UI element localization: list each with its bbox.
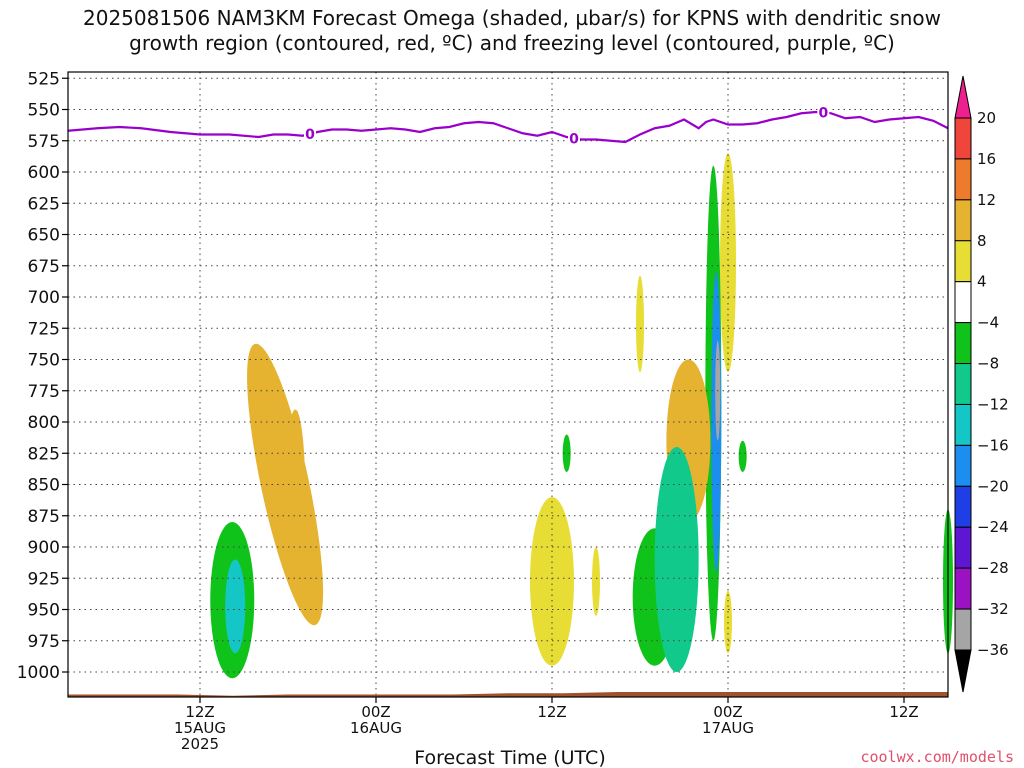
colorbar-bin xyxy=(954,240,972,283)
y-tick-label: 750 xyxy=(28,351,60,371)
plot-frame xyxy=(67,71,949,698)
omega-region-14 xyxy=(654,447,699,672)
contour-label-bg xyxy=(568,130,580,147)
gridlines xyxy=(68,72,948,697)
y-tick-label: 675 xyxy=(28,257,60,277)
colorbar-bin xyxy=(954,158,972,201)
colorbar-label: 16 xyxy=(977,150,996,168)
colorbar-bin xyxy=(954,117,972,160)
colorbar-bin xyxy=(954,199,972,242)
y-tick-label: 700 xyxy=(28,288,60,308)
colorbar-bin xyxy=(954,403,972,446)
freezing-level-line xyxy=(67,110,949,144)
freezing-level-label: 0 xyxy=(569,131,579,147)
colorbar-label: 12 xyxy=(977,191,996,209)
colorbar-label: −32 xyxy=(977,600,1009,618)
colorbar-label: −16 xyxy=(977,436,1009,454)
y-tick-label: 800 xyxy=(28,413,60,433)
colorbar-bin xyxy=(954,608,972,651)
y-tick-label: 925 xyxy=(28,569,60,589)
colorbar-label: −28 xyxy=(977,559,1009,577)
colorbar-label: −12 xyxy=(977,395,1009,413)
y-tick-label: 850 xyxy=(28,476,60,496)
colorbar-bin xyxy=(954,444,972,487)
chart-title-line1: 2025081506 NAM3KM Forecast Omega (shaded… xyxy=(83,6,941,30)
contour-label-bg xyxy=(817,104,830,121)
x-tick-label: 17AUG xyxy=(702,719,754,737)
terrain-surface xyxy=(68,692,948,697)
colorbar-top-arrow xyxy=(954,75,972,119)
y-tick-label: 825 xyxy=(28,444,60,464)
y-tick-label: 1000 xyxy=(17,663,60,683)
y-tick-label: 550 xyxy=(28,101,60,121)
omega-region-2 xyxy=(562,434,571,472)
y-tick-label: 600 xyxy=(28,163,60,183)
colorbar-label: −4 xyxy=(977,314,999,332)
y-tick-label: 725 xyxy=(28,319,60,339)
colorbar-label: 8 xyxy=(977,232,987,250)
x-tick-label: 00Z xyxy=(713,703,742,721)
omega-region-3 xyxy=(592,547,600,616)
colorbar-bin xyxy=(954,363,972,405)
omega-shading xyxy=(210,153,953,679)
colorbar-bin xyxy=(954,322,972,365)
colorbar-label: −8 xyxy=(977,355,999,373)
x-tick-label: 16AUG xyxy=(350,719,402,737)
y-tick-label: 525 xyxy=(28,69,60,89)
colorbar-label: −20 xyxy=(977,477,1009,495)
omega-region-8 xyxy=(738,440,747,472)
y-tick-label: 975 xyxy=(28,632,60,652)
y-tick-label: 625 xyxy=(28,194,60,214)
freezing-level-label: 0 xyxy=(305,127,315,143)
y-axis: 525 550 575 600 625 650 675 700 725 750 775 800 825 8… xyxy=(17,69,68,683)
colorbar-bin xyxy=(954,567,972,610)
watermark-text: coolwx.com/models xyxy=(860,748,1014,766)
omega-region-6 xyxy=(720,153,736,372)
terrain-fill xyxy=(68,692,948,697)
omega-region-15 xyxy=(225,559,246,654)
colorbar-bin xyxy=(954,526,972,569)
freezing-level-label: 0 xyxy=(818,106,828,122)
y-tick-label: 575 xyxy=(28,132,60,152)
x-tick-label: 2025 xyxy=(181,735,219,753)
colorbar-bin xyxy=(954,281,972,324)
y-tick-label: 650 xyxy=(28,226,60,246)
omega-region-4 xyxy=(636,275,644,372)
x-tick-label: 12Z xyxy=(889,703,918,721)
x-tick-label: 12Z xyxy=(537,703,566,721)
colorbar-bottom-arrow xyxy=(954,649,972,693)
x-axis-title: Forecast Time (UTC) xyxy=(414,747,605,768)
colorbar-label: 20 xyxy=(977,109,996,127)
colorbar-label: −24 xyxy=(977,518,1009,536)
x-tick-label: 00Z xyxy=(361,703,390,721)
colorbar-bin xyxy=(954,485,972,528)
y-tick-label: 950 xyxy=(28,601,60,621)
freezing-level-contour: 0 0 0 xyxy=(67,104,949,147)
x-tick-label: 12Z xyxy=(185,703,214,721)
colorbar: 20 16 12 8 4 −4 −8 −12 −16 −20 −24 −28 −32 −36 xyxy=(954,75,1009,693)
y-tick-label: 900 xyxy=(28,538,60,558)
omega-region-10 xyxy=(247,343,324,626)
y-tick-label: 875 xyxy=(28,507,60,527)
omega-region-12 xyxy=(285,409,306,579)
colorbar-label: 4 xyxy=(977,273,987,291)
omega-region-1 xyxy=(530,497,574,666)
x-tick-label: 15AUG xyxy=(174,719,226,737)
contour-label-bg xyxy=(304,125,316,142)
y-tick-label: 775 xyxy=(28,382,60,402)
colorbar-label: −36 xyxy=(977,641,1009,659)
chart-title-line2: growth region (contoured, red, ºC) and f… xyxy=(129,31,895,55)
